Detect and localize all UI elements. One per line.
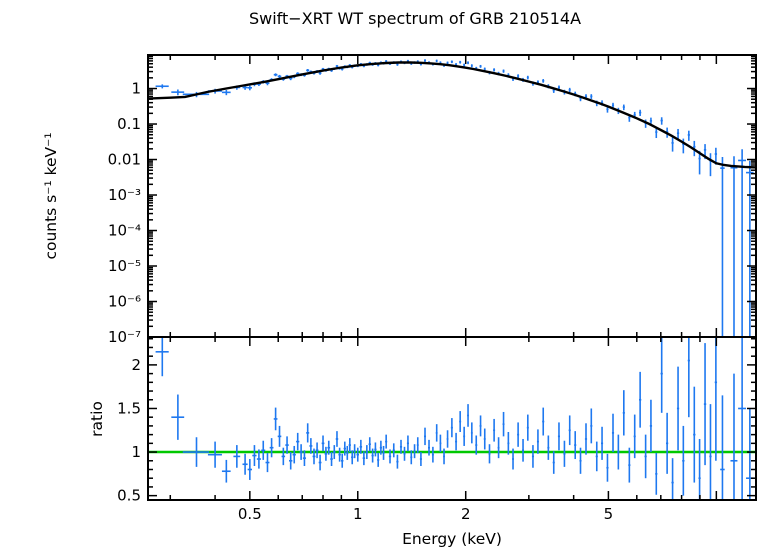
- y-axis-label-top: counts s⁻¹ keV⁻¹: [42, 132, 60, 259]
- bottom-panel-frame: [147, 336, 757, 501]
- y-tick-label: 1: [131, 443, 141, 461]
- y-tick-label: 1: [131, 80, 141, 98]
- y-tick-label: 2: [131, 356, 141, 374]
- ratio-data-layer: [148, 337, 756, 500]
- x-tick-label: 5: [604, 505, 614, 523]
- y-tick-label: 0.5: [117, 487, 141, 505]
- model-line: [148, 61, 756, 169]
- y-tick-label: 10⁻⁷: [108, 328, 141, 346]
- y-tick-label: 10⁻⁴: [108, 222, 141, 240]
- y-tick-label: 1.5: [117, 399, 141, 417]
- x-tick-label: 0.5: [238, 505, 262, 523]
- y-axis-label-bottom: ratio: [88, 401, 106, 437]
- y-tick-label: 10⁻⁵: [108, 257, 141, 275]
- plot-title: Swift−XRT WT spectrum of GRB 210514A: [249, 9, 581, 28]
- y-tick-label: 0.01: [108, 151, 141, 169]
- y-tick-label: 10⁻⁶: [108, 293, 141, 311]
- y-tick-label: 0.1: [117, 115, 141, 133]
- x-tick-label: 2: [461, 505, 471, 523]
- spectrum-data-layer: [148, 59, 756, 337]
- x-axis-label: Energy (keV): [402, 530, 502, 548]
- y-tick-label: 10⁻³: [108, 186, 141, 204]
- x-tick-label: 1: [353, 505, 363, 523]
